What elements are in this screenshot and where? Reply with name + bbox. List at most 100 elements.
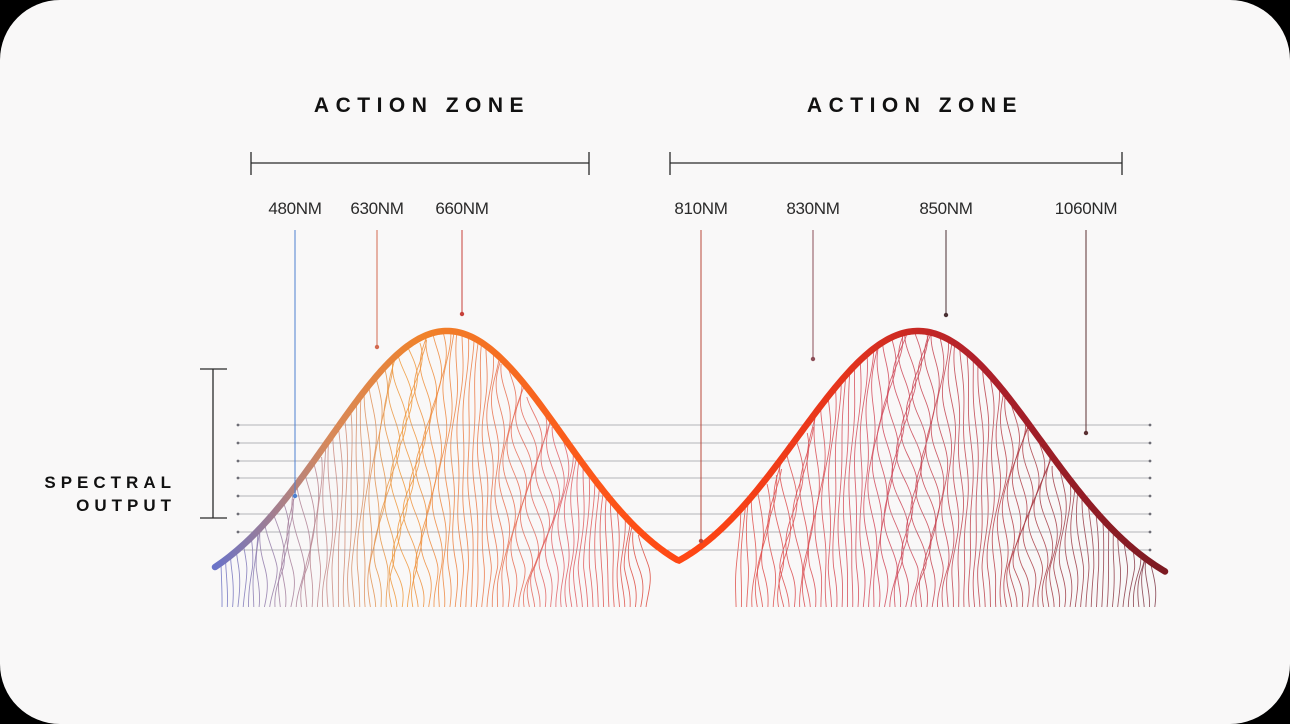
leader-dot-2 <box>459 311 465 317</box>
gridline-end-dot-1-1 <box>1148 441 1152 445</box>
zone-bracket-2 <box>669 152 1123 175</box>
spectral-strand-82 <box>740 507 746 607</box>
spectral-strand-62 <box>544 417 561 607</box>
spectral-strand-20 <box>326 441 334 607</box>
spectral-strand-116 <box>911 330 932 607</box>
spectral-strand-63 <box>551 426 565 607</box>
leader-dot-3 <box>698 538 704 544</box>
leader-dot-0 <box>292 493 298 499</box>
spectral-strand-77 <box>623 519 632 607</box>
spectral-strand-31 <box>378 363 394 607</box>
spectral-strand-54 <box>500 363 516 607</box>
spectral-strand-152 <box>1111 528 1115 607</box>
spectral-strand-56 <box>510 375 528 607</box>
spectral-strand-64 <box>557 432 570 607</box>
spectral-strand-148 <box>1087 504 1095 607</box>
spectral-strand-15 <box>296 477 311 607</box>
spectral-strand-24 <box>347 411 353 607</box>
spectral-strand-129 <box>986 375 995 607</box>
spectral-strand-11 <box>278 504 290 607</box>
spectral-strand-39 <box>420 333 438 607</box>
spectral-strand-110 <box>881 336 898 607</box>
spectral-strand-37 <box>408 339 427 607</box>
spectral-strand-28 <box>367 381 377 607</box>
spectral-strand-21 <box>331 432 339 607</box>
spectral-strand-138 <box>1027 435 1046 607</box>
spectral-strand-35 <box>397 345 418 607</box>
spectral-strand-49 <box>476 342 485 607</box>
wavelength-label-630: 630NM <box>350 199 403 218</box>
spectral-strand-154 <box>1122 537 1129 607</box>
spectral-strand-132 <box>1001 393 1014 607</box>
spectral-strand-7 <box>255 528 261 607</box>
spectral-strand-4 <box>242 543 248 607</box>
spectral-output-label-line2: OUTPUT <box>76 496 176 515</box>
spectral-strand-27 <box>362 390 371 607</box>
spectral-strand-3 <box>235 549 241 607</box>
leader-dot-1 <box>374 344 380 350</box>
spectral-strand-127 <box>977 363 984 607</box>
output-gridlines <box>236 423 1152 552</box>
gridline-end-dot-0-0 <box>236 423 240 427</box>
spectral-strand-159 <box>1144 561 1150 607</box>
spectral-strand-71 <box>594 483 601 607</box>
spectral-strand-140 <box>1039 450 1055 607</box>
spectral-strand-80 <box>637 534 651 607</box>
spectral-strand-57 <box>515 381 534 607</box>
spectral-strand-0 <box>220 561 223 607</box>
spectral-strand-126 <box>972 357 979 607</box>
wavelength-label-850: 850NM <box>919 199 972 218</box>
spectral-curve <box>211 327 1169 575</box>
spectral-strand-142 <box>1051 465 1063 607</box>
action-zone-title-1: ACTION ZONE <box>314 94 530 117</box>
spectral-strand-45 <box>456 330 465 607</box>
spectral-strand-42 <box>437 330 452 607</box>
spectral-strand-78 <box>627 525 637 607</box>
spectral-strand-84 <box>750 495 757 607</box>
spectral-strand-65 <box>563 441 574 607</box>
spectral-strand-102 <box>842 372 851 607</box>
spectral-strand-46 <box>462 333 470 607</box>
spectral-strand-131 <box>996 387 1008 607</box>
spectral-strand-119 <box>930 333 945 607</box>
spectral-strand-86 <box>756 483 771 607</box>
spectral-strand-88 <box>767 468 783 607</box>
spectral-strand-67 <box>573 453 581 607</box>
spectral-strand-117 <box>917 330 937 607</box>
gridline-end-dot-5-0 <box>236 512 240 516</box>
spectral-strand-160 <box>1150 564 1157 607</box>
spectral-strand-95 <box>802 417 816 607</box>
spectral-strand-43 <box>444 330 455 607</box>
gridline-end-dot-6-0 <box>236 530 240 534</box>
spectral-strand-48 <box>472 339 479 607</box>
spectral-strand-112 <box>891 333 909 607</box>
leader-dot-4 <box>810 356 816 362</box>
gridline-end-dot-0-1 <box>1148 423 1152 427</box>
spectral-strand-2 <box>229 552 234 607</box>
leader-dot-6 <box>1083 430 1089 436</box>
spectral-output-bracket <box>200 368 227 519</box>
spectral-strand-83 <box>745 501 749 607</box>
spectral-strand-14 <box>291 483 306 607</box>
spectral-strand-98 <box>821 396 832 607</box>
spectral-strand-143 <box>1058 471 1067 607</box>
spectral-strand-61 <box>538 411 556 607</box>
spectral-strand-104 <box>854 360 862 607</box>
spectral-strand-157 <box>1137 552 1147 607</box>
spectral-strand-118 <box>924 330 941 607</box>
gridline-end-dot-4-0 <box>236 494 240 498</box>
spectral-strand-99 <box>827 390 837 607</box>
gridline-end-dot-7-1 <box>1148 548 1152 552</box>
gridline-end-dot-4-1 <box>1148 494 1152 498</box>
gridline-end-dot-3-1 <box>1148 476 1152 480</box>
spectral-strand-17 <box>309 462 320 607</box>
spectral-strand-26 <box>356 396 365 607</box>
spectral-strand-133 <box>1006 399 1020 607</box>
leader-dot-5 <box>943 312 949 318</box>
wavelength-label-1060: 1060NM <box>1055 199 1117 218</box>
spectral-strand-150 <box>1101 516 1105 607</box>
spectral-strand-40 <box>425 330 443 607</box>
spectral-strand-105 <box>859 357 868 607</box>
spectral-strand-114 <box>900 330 919 607</box>
